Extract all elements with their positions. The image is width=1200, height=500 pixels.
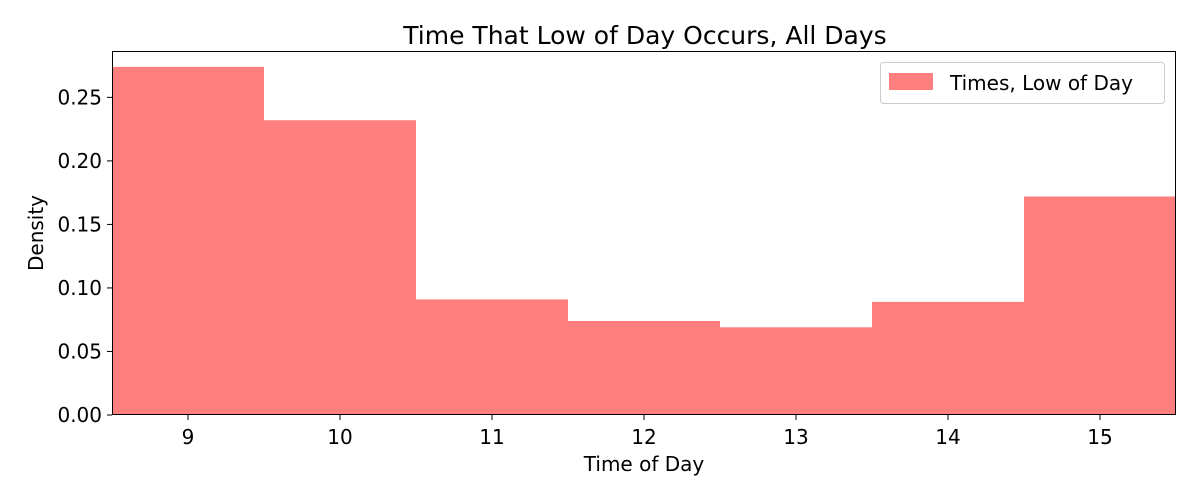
- legend-swatch: [889, 73, 933, 90]
- x-tick-label: 14: [935, 425, 960, 449]
- bar-13: [720, 327, 872, 415]
- y-tick-label: 0.05: [57, 339, 102, 363]
- y-tick-label: 0.15: [57, 212, 102, 236]
- x-tick-label: 9: [182, 425, 195, 449]
- bar-9: [112, 66, 264, 415]
- bars-group: [112, 66, 1176, 416]
- x-axis-label: Time of Day: [583, 452, 705, 476]
- legend-label: Times, Low of Day: [949, 71, 1133, 95]
- y-tick-label: 0.20: [57, 149, 102, 173]
- bar-10: [264, 120, 416, 416]
- y-tick-label: 0.25: [57, 85, 102, 109]
- legend-box: [880, 62, 1165, 104]
- x-tick-label: 12: [631, 425, 656, 449]
- legend: Times, Low of Day: [880, 62, 1165, 104]
- y-tick-label: 0.10: [57, 276, 102, 300]
- bar-12: [568, 320, 720, 415]
- x-tick-label: 13: [783, 425, 808, 449]
- y-axis-label: Density: [24, 195, 48, 271]
- bar-14: [872, 301, 1024, 415]
- x-tick-label: 15: [1087, 425, 1112, 449]
- chart-title: Time That Low of Day Occurs, All Days: [402, 21, 886, 50]
- bar-11: [416, 299, 568, 415]
- y-axis: 0.00 0.05 0.10 0.15 0.20 0.25: [57, 85, 112, 427]
- x-tick-label: 11: [479, 425, 504, 449]
- x-tick-label: 10: [327, 425, 352, 449]
- bar-15: [1024, 196, 1176, 415]
- plot-frame: [112, 51, 1176, 415]
- y-tick-label: 0.00: [57, 403, 102, 427]
- x-axis: 9 10 11 12 13 14 15: [182, 415, 1113, 449]
